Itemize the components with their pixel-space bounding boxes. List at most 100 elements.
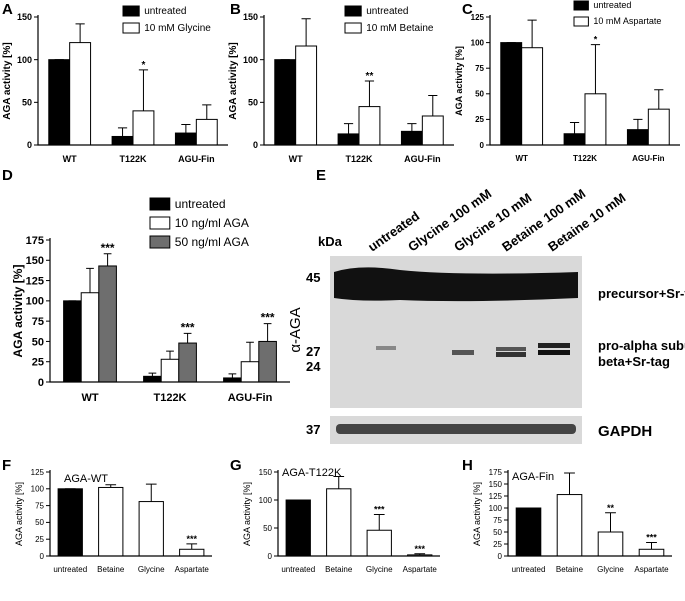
y-tick-label: 50 — [263, 524, 272, 533]
bar — [132, 110, 155, 146]
x-tick-label: Aspartate — [175, 565, 210, 574]
blot-band — [334, 267, 578, 302]
panel-label: G — [230, 457, 242, 474]
x-tick-label: untreated — [281, 565, 315, 574]
legend-label: untreated — [144, 6, 186, 17]
error-bar — [145, 483, 157, 502]
error-bar — [646, 542, 657, 550]
bar — [274, 59, 297, 146]
error-bar — [186, 543, 198, 550]
significance-label: * — [594, 35, 598, 45]
blot-band — [496, 352, 526, 357]
panel-label: B — [230, 1, 241, 18]
bar — [80, 292, 100, 383]
y-tick-label: 125 — [489, 492, 503, 501]
bar — [111, 135, 134, 146]
y-axis-title: AGA activity [%] — [242, 482, 252, 546]
bar — [179, 548, 205, 557]
blot-band — [376, 346, 396, 350]
error-bar — [181, 124, 191, 134]
x-tick-label: AGU-Fin — [178, 154, 215, 164]
y-tick-label: 0 — [253, 140, 258, 150]
x-tick-label: Glycine — [138, 565, 165, 574]
axis — [263, 15, 454, 146]
y-axis-title: AGA activity [%] — [11, 265, 25, 358]
legend-swatch — [122, 5, 140, 17]
y-tick-label: 0 — [38, 377, 44, 389]
error-bar — [364, 80, 375, 107]
bar — [48, 59, 71, 146]
x-tick-label: AGU-Fin — [228, 392, 273, 404]
y-tick-label: 0 — [480, 141, 485, 150]
y-tick-label: 100 — [31, 485, 45, 494]
blot-panel: E kDa 45 27 24 37 α-AGA untreated Glycin… — [287, 167, 685, 444]
bar — [138, 501, 164, 557]
y-tick-label: 125 — [471, 13, 485, 22]
y-tick-label: 50 — [32, 336, 44, 348]
error-bar — [605, 512, 616, 532]
x-tick-label: Betaine — [325, 565, 353, 574]
x-tick-label: Glycine — [597, 565, 624, 574]
bar — [98, 265, 117, 383]
bar — [223, 377, 242, 383]
legend-swatch — [122, 22, 140, 34]
blot-band — [538, 343, 570, 348]
y-tick-label: 75 — [35, 501, 44, 510]
y-tick-label: 175 — [489, 468, 503, 477]
legend-swatch — [149, 216, 171, 230]
significance-label: *** — [181, 320, 195, 334]
chart-title: AGA-T122K — [282, 467, 342, 479]
significance-label: *** — [186, 534, 197, 544]
bar — [195, 118, 218, 146]
band-label: beta+Sr-tag — [598, 354, 670, 369]
band-label: pro-alpha subunit — [598, 338, 685, 353]
y-tick-label: 50 — [22, 97, 32, 107]
x-tick-label: Glycine — [366, 565, 393, 574]
y-axis-title: AGA activity [%] — [228, 42, 239, 119]
error-bar — [564, 472, 575, 495]
x-tick-label: WT — [515, 154, 528, 163]
x-tick-label: T122K — [119, 154, 147, 164]
significance-label: *** — [374, 505, 385, 515]
blot-band — [496, 347, 526, 351]
error-bar — [373, 514, 385, 531]
chart-title: AGA-WT — [64, 473, 108, 485]
error-bar — [569, 121, 580, 134]
axis — [49, 238, 290, 383]
y-axis-title: AGA activity [%] — [2, 42, 13, 119]
bar — [178, 342, 197, 383]
y-tick-label: 0 — [27, 140, 32, 150]
unit-label: kDa — [318, 234, 343, 249]
x-tick-label: WT — [81, 392, 98, 404]
bar — [626, 129, 649, 146]
error-bar — [75, 23, 85, 43]
error-bar — [333, 475, 345, 489]
error-bar — [202, 104, 212, 120]
bar — [500, 42, 523, 146]
bar — [584, 93, 607, 146]
y-tick-label: 75 — [32, 316, 44, 328]
error-bar — [428, 95, 438, 116]
y-tick-label: 50 — [493, 528, 502, 537]
bar — [240, 361, 260, 383]
y-axis-title: AGA activity [%] — [472, 482, 482, 546]
panel-label: D — [2, 167, 13, 184]
bar — [174, 132, 197, 146]
error-bar — [86, 267, 94, 293]
legend-label: untreated — [366, 6, 408, 17]
error-bar — [148, 372, 157, 377]
bar — [69, 42, 92, 146]
error-bar — [590, 44, 601, 94]
marker-label: 45 — [306, 270, 320, 285]
x-tick-label: Aspartate — [403, 565, 438, 574]
x-tick-label: WT — [63, 154, 77, 164]
bar — [98, 486, 124, 557]
lane-label: Betaine 100 mM — [499, 186, 588, 255]
bar — [285, 499, 311, 557]
legend-swatch — [149, 235, 171, 249]
bar — [160, 358, 180, 383]
y-tick-label: 100 — [471, 38, 485, 47]
legend-label: 10 mM Betaine — [366, 23, 434, 34]
legend-swatch — [573, 16, 589, 27]
marker-label: 27 — [306, 344, 320, 359]
